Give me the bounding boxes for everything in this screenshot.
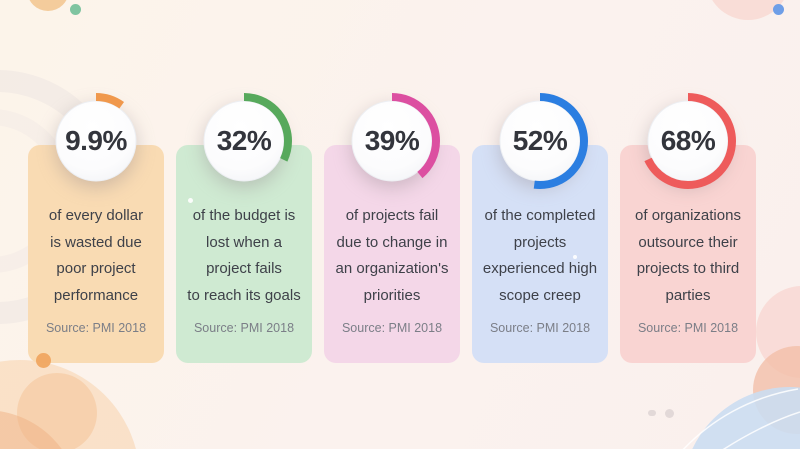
sparkle-card2-icon <box>188 198 193 203</box>
card-description: of projects fail due to change in an org… <box>324 145 460 309</box>
donut-arc <box>492 93 588 189</box>
description-line: of the budget is <box>192 207 296 224</box>
description-line: is wasted due <box>50 233 142 251</box>
stat-card-scope-creep: 52% of the completed projects experience… <box>472 93 608 363</box>
description-line: of organizations <box>635 207 741 224</box>
percent-value: 32% <box>216 125 272 156</box>
donut-arc <box>640 93 736 189</box>
description-line: priorities <box>363 286 421 304</box>
percent-value: 39% <box>364 125 420 156</box>
description-line: experienced high <box>482 260 598 277</box>
percent-value: 52% <box>512 125 568 156</box>
donut-arc <box>344 93 440 189</box>
donut-chart: 32% <box>196 93 292 189</box>
dot-top-left-green-icon <box>70 4 81 15</box>
donut-chart: 9.9% <box>48 93 144 189</box>
description-line: projects <box>513 233 567 251</box>
dot-bottom-left-orange-icon <box>36 353 51 368</box>
description-line: lost when a <box>206 233 282 251</box>
donut-chart: 52% <box>492 93 588 189</box>
card-description: of the completed projects experienced hi… <box>472 145 608 309</box>
stat-cards-row: 9.9% of every dollar is wasted due poor … <box>28 93 756 363</box>
dot-gray-small-1-icon <box>648 410 656 416</box>
dot-gray-small-2-icon <box>665 409 674 418</box>
card-description: of the budget is lost when a project fai… <box>176 145 312 309</box>
description-line: project fails <box>206 260 282 277</box>
donut-arc <box>196 93 292 189</box>
description-line: projects to third <box>636 260 740 277</box>
percent-value: 68% <box>660 125 716 156</box>
description-line: an organization's <box>335 260 449 277</box>
stat-card-budget-lost: 32% of the budget is lost when a project… <box>176 93 312 363</box>
donut-chart: 68% <box>640 93 736 189</box>
dot-top-right-blue-icon <box>773 4 784 15</box>
leaf-decoration-icon <box>682 387 800 449</box>
description-line: scope creep <box>499 286 581 304</box>
source-label: Source: PMI 2018 <box>45 321 147 335</box>
description-line: to reach its goals <box>187 286 301 304</box>
donut-arc <box>48 93 144 189</box>
blob-top-left-orange-icon <box>27 0 69 11</box>
source-label: Source: PMI 2018 <box>193 321 295 335</box>
sparkle-card4-icon <box>573 255 577 259</box>
source-label: Source: PMI 2018 <box>341 321 443 335</box>
donut-chart: 39% <box>344 93 440 189</box>
description-line: of projects fail <box>345 207 439 224</box>
description-line: performance <box>53 286 139 304</box>
description-line: outsource their <box>638 233 738 251</box>
donut-disc <box>55 100 137 182</box>
stat-card-outsource: 68% of organizations outsource their pro… <box>620 93 756 363</box>
percent-value: 9.9% <box>65 125 127 156</box>
description-line: due to change in <box>336 233 448 251</box>
description-line: poor project <box>56 260 136 277</box>
description-line: parties <box>665 286 711 304</box>
stat-card-dollar-waste: 9.9% of every dollar is wasted due poor … <box>28 93 164 363</box>
card-description: of organizations outsource their project… <box>620 145 756 309</box>
description-line: of the completed <box>484 207 596 224</box>
card-description: of every dollar is wasted due poor proje… <box>28 145 164 309</box>
description-line: of every dollar <box>48 207 144 224</box>
source-label: Source: PMI 2018 <box>489 321 591 335</box>
source-label: Source: PMI 2018 <box>637 321 739 335</box>
stat-card-projects-fail: 39% of projects fail due to change in an… <box>324 93 460 363</box>
